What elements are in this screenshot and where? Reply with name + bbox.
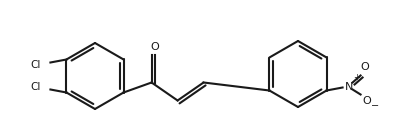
Text: +: + <box>353 73 360 82</box>
Text: O: O <box>150 43 159 52</box>
Text: Cl: Cl <box>30 59 40 70</box>
Text: Cl: Cl <box>30 83 40 92</box>
Text: O: O <box>362 95 371 105</box>
Text: O: O <box>360 63 369 72</box>
Text: −: − <box>370 100 379 111</box>
Text: N: N <box>344 82 353 91</box>
